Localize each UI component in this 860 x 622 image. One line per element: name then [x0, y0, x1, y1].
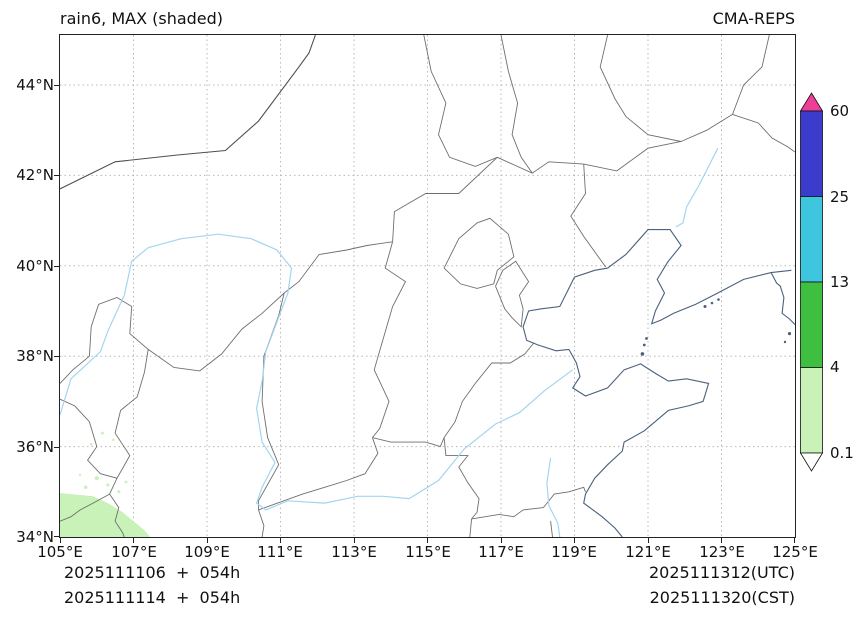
rivers	[60, 147, 719, 537]
colorbar-tick-label: 13	[830, 273, 850, 291]
x-tick-label: 125°E	[772, 543, 818, 561]
y-tick-label: 40°N	[16, 257, 54, 275]
colorbar-tick-label: 60	[830, 102, 850, 120]
tick-mark	[721, 538, 722, 543]
model-name: CMA-REPS	[712, 9, 795, 28]
tick-mark	[280, 538, 281, 543]
korea-coastline	[770, 272, 795, 325]
y-tick-label: 42°N	[16, 166, 54, 184]
tick-mark	[574, 538, 575, 543]
china-mongolia-border	[60, 35, 316, 190]
map-plot-area	[59, 34, 796, 538]
x-tick-label: 113°E	[331, 543, 377, 561]
colorbar-segment-0.1-4	[800, 367, 823, 454]
y-tick-label: 34°N	[16, 528, 54, 546]
tick-mark	[54, 175, 59, 176]
tick-mark	[54, 85, 59, 86]
tick-mark	[501, 538, 502, 543]
x-tick-label: 111°E	[257, 543, 303, 561]
province-borders	[60, 35, 795, 537]
colorbar-segment-25-60	[800, 110, 823, 197]
y-tick-label: 38°N	[16, 347, 54, 365]
valid-time-cst-line: 2025111320(CST)	[649, 588, 795, 607]
init-time-utc-line: 2025111106 + 054h	[64, 563, 241, 582]
x-tick-label: 107°E	[111, 543, 157, 561]
colorbar-tick-label: 0.1	[830, 444, 854, 462]
yellow-river	[60, 233, 574, 511]
tick-mark	[427, 538, 428, 543]
colorbar-segment-4-13	[800, 281, 823, 368]
tick-mark	[60, 538, 61, 543]
colorbar-tick-label: 4	[830, 358, 840, 376]
tick-mark	[207, 538, 208, 543]
x-tick-label: 121°E	[625, 543, 671, 561]
tick-mark	[648, 538, 649, 543]
colorbar	[800, 92, 824, 472]
x-tick-label: 109°E	[184, 543, 230, 561]
colorbar-tick-label: 25	[830, 188, 850, 206]
tick-mark	[133, 538, 134, 543]
tick-mark	[54, 266, 59, 267]
liao-river	[675, 147, 719, 228]
colorbar-segment-13-25	[800, 196, 823, 283]
x-tick-label: 117°E	[478, 543, 524, 561]
colorbar-under-arrow	[800, 452, 824, 472]
x-tick-label: 119°E	[551, 543, 597, 561]
plot-title: rain6, MAX (shaded)	[60, 9, 224, 28]
colorbar-over-arrow	[800, 92, 824, 112]
tick-mark	[794, 538, 795, 543]
gridlines	[60, 35, 795, 537]
islands	[640, 298, 792, 356]
tick-mark	[354, 538, 355, 543]
y-tick-label: 44°N	[16, 76, 54, 94]
y-tick-label: 36°N	[16, 438, 54, 456]
tick-mark	[54, 356, 59, 357]
coastline-bohai-yellow-sea	[522, 229, 792, 537]
valid-time-utc-line: 2025111312(UTC)	[649, 563, 795, 582]
rain-shaded-region	[60, 431, 150, 537]
x-tick-label: 115°E	[405, 543, 451, 561]
init-time-cst-line: 2025111114 + 054h	[64, 588, 241, 607]
yi-river	[546, 457, 561, 537]
map-canvas	[60, 35, 795, 537]
x-tick-label: 123°E	[699, 543, 745, 561]
tick-mark	[54, 447, 59, 448]
tick-mark	[54, 536, 59, 537]
x-tick-label: 105°E	[37, 543, 83, 561]
